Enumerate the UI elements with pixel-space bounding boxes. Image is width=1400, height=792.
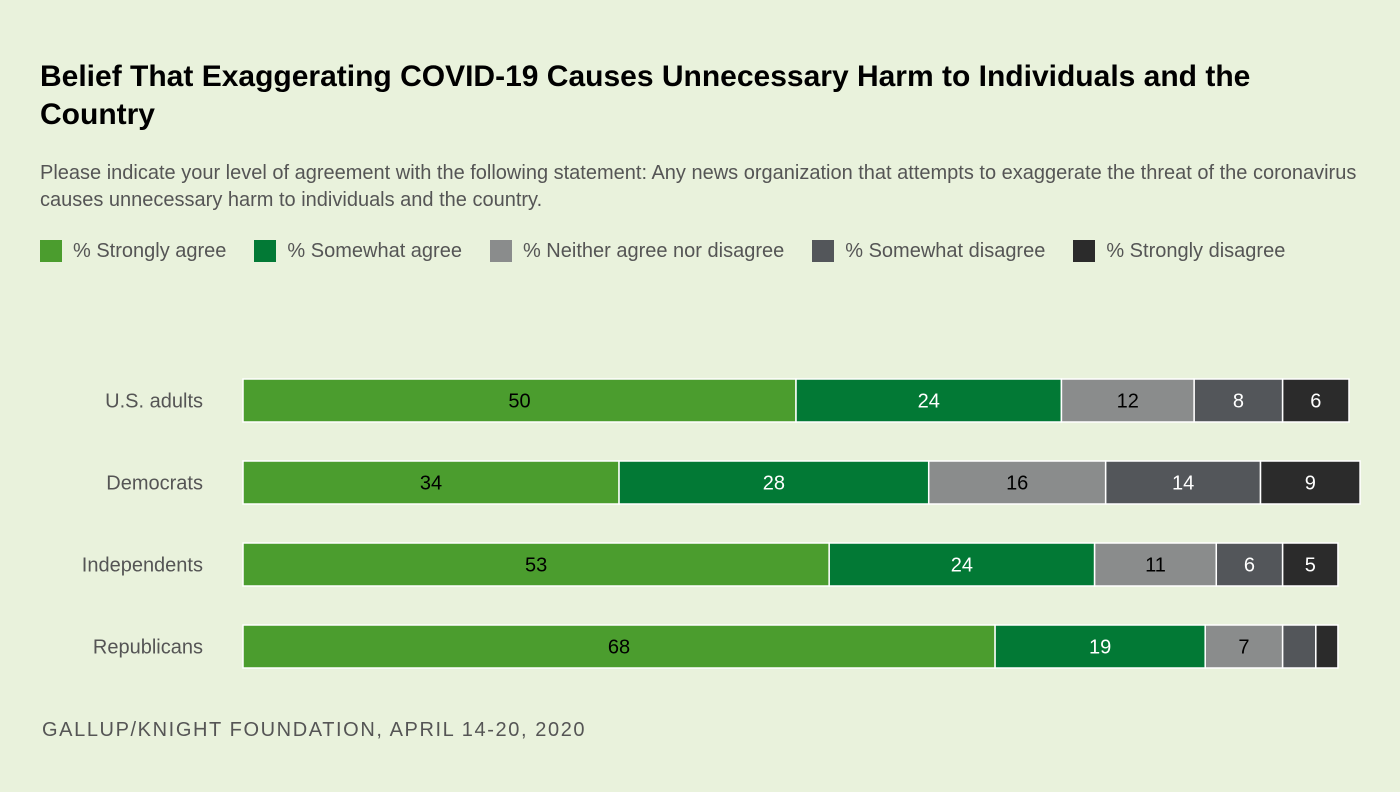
data-label-independents-somewhat-agree: 24 — [951, 555, 973, 577]
data-label-u-s-adults-somewhat-agree: 24 — [918, 391, 940, 413]
legend-swatch — [812, 240, 835, 262]
bar-segment-democrats-strongly-agree — [242, 460, 620, 505]
legend-item-strongly-disagree: % Strongly disagree — [1073, 240, 1285, 262]
bar-segment-u-s-adults-neither-agree-nor-disagree — [1060, 378, 1195, 423]
legend-item-neither-agree-nor-disagree: % Neither agree nor disagree — [489, 239, 785, 262]
bar-segment-republicans-somewhat-disagree — [1281, 624, 1317, 669]
legend-item-somewhat-disagree: % Somewhat disagree — [812, 240, 1045, 262]
category-label-republicans: Republicans — [93, 637, 203, 659]
data-label-democrats-neither-agree-nor-disagree: 16 — [1006, 473, 1028, 495]
data-label-republicans-neither-agree-nor-disagree: 7 — [1238, 637, 1249, 659]
data-label-independents-strongly-agree: 53 — [525, 555, 547, 577]
bar-segment-independents-somewhat-agree — [828, 542, 1096, 587]
legend: % Strongly agree % Somewhat agree % Neithe… — [40, 240, 1360, 262]
legend-swatch — [489, 240, 512, 262]
legend-item-somewhat-agree: % Somewhat agree — [254, 240, 462, 262]
legend-item-strongly-agree: % Strongly agree — [40, 240, 226, 262]
bar-segment-independents-strongly-disagree — [1281, 542, 1339, 587]
data-label-independents-neither-agree-nor-disagree: 11 — [1145, 555, 1166, 577]
legend-label: % Strongly agree — [73, 239, 227, 262]
data-label-u-s-adults-strongly-agree: 50 — [508, 391, 530, 413]
bar-segment-u-s-adults-strongly-disagree — [1281, 378, 1350, 423]
legend-swatch — [1073, 240, 1096, 262]
data-label-u-s-adults-somewhat-disagree: 8 — [1233, 391, 1244, 413]
bar-segment-republicans-neither-agree-nor-disagree — [1204, 624, 1284, 669]
data-label-u-s-adults-neither-agree-nor-disagree: 12 — [1117, 391, 1139, 413]
data-label-independents-strongly-disagree: 5 — [1305, 555, 1316, 577]
data-label-republicans-strongly-agree: 68 — [608, 637, 630, 659]
legend-swatch — [40, 240, 62, 262]
chart-title: Belief That Exaggerating COVID-19 Causes… — [40, 60, 1251, 131]
data-label-u-s-adults-strongly-disagree: 6 — [1310, 391, 1321, 413]
data-label-democrats-strongly-agree: 34 — [420, 473, 442, 495]
category-label-u-s-adults: U.S. adults — [105, 391, 203, 413]
category-label-democrats: Democrats — [106, 473, 203, 495]
legend-label: % Somewhat agree — [287, 239, 462, 262]
bar-segment-independents-neither-agree-nor-disagree — [1093, 542, 1218, 587]
bar-segment-u-s-adults-somewhat-agree — [795, 378, 1063, 423]
data-label-democrats-strongly-disagree: 9 — [1305, 473, 1316, 495]
legend-label: % Somewhat disagree — [845, 239, 1046, 262]
stacked-bar-chart: U.S. adults 50 24 12 8 6 Democrats 34 28 16 14 9 Ind… — [82, 378, 1361, 669]
category-label-independents: Independents — [82, 555, 203, 577]
bar-segment-democrats-somewhat-disagree — [1104, 460, 1262, 505]
bar-segment-democrats-strongly-disagree — [1259, 460, 1361, 505]
data-label-republicans-somewhat-agree: 19 — [1089, 637, 1111, 659]
bar-segment-u-s-adults-strongly-agree — [242, 378, 797, 423]
data-label-independents-somewhat-disagree: 6 — [1244, 555, 1255, 577]
chart-subtitle: Please indicate your level of agreement … — [40, 162, 1357, 211]
data-label-democrats-somewhat-agree: 28 — [763, 473, 785, 495]
bar-segment-independents-somewhat-disagree — [1215, 542, 1284, 587]
bar-segment-democrats-neither-agree-nor-disagree — [927, 460, 1107, 505]
legend-label: % Strongly disagree — [1106, 239, 1286, 262]
source-note: GALLUP/KNIGHT FOUNDATION, APRIL 14-20, 2… — [42, 719, 587, 741]
bar-segment-democrats-somewhat-agree — [618, 460, 930, 505]
bar-segment-republicans-somewhat-agree — [994, 624, 1206, 669]
legend-swatch — [254, 240, 277, 262]
bar-segment-republicans-strongly-agree — [242, 624, 996, 669]
data-label-democrats-somewhat-disagree: 14 — [1172, 473, 1194, 495]
legend-label: % Neither agree nor disagree — [522, 239, 785, 262]
bar-segment-republicans-strongly-disagree — [1315, 624, 1339, 669]
